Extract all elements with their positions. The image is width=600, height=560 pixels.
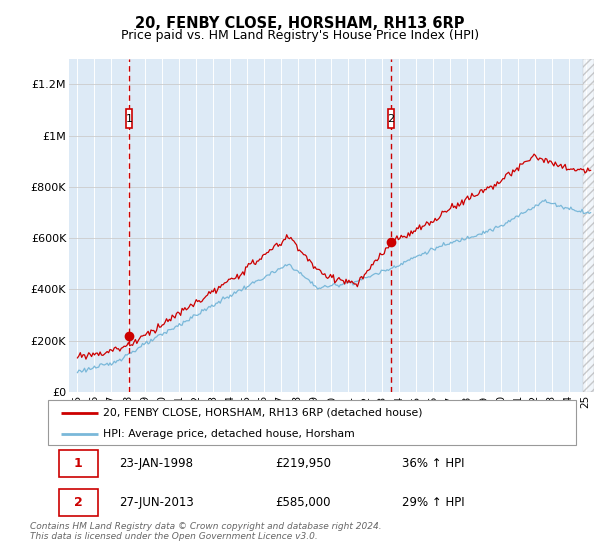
Text: 20, FENBY CLOSE, HORSHAM, RH13 6RP: 20, FENBY CLOSE, HORSHAM, RH13 6RP — [135, 16, 465, 31]
Text: 1: 1 — [74, 457, 83, 470]
Text: HPI: Average price, detached house, Horsham: HPI: Average price, detached house, Hors… — [103, 429, 355, 439]
Text: 27-JUN-2013: 27-JUN-2013 — [119, 496, 194, 509]
Text: £585,000: £585,000 — [275, 496, 331, 509]
Text: 29% ↑ HPI: 29% ↑ HPI — [402, 496, 464, 509]
Text: 1: 1 — [126, 114, 133, 124]
Text: 20, FENBY CLOSE, HORSHAM, RH13 6RP (detached house): 20, FENBY CLOSE, HORSHAM, RH13 6RP (deta… — [103, 408, 423, 418]
Text: Price paid vs. HM Land Registry's House Price Index (HPI): Price paid vs. HM Land Registry's House … — [121, 29, 479, 42]
FancyBboxPatch shape — [59, 489, 98, 516]
FancyBboxPatch shape — [388, 109, 394, 128]
Text: 2: 2 — [387, 114, 394, 124]
Text: Contains HM Land Registry data © Crown copyright and database right 2024.
This d: Contains HM Land Registry data © Crown c… — [30, 522, 382, 542]
FancyBboxPatch shape — [127, 109, 133, 128]
Text: 36% ↑ HPI: 36% ↑ HPI — [402, 457, 464, 470]
FancyBboxPatch shape — [48, 400, 576, 445]
FancyBboxPatch shape — [59, 450, 98, 477]
Text: £219,950: £219,950 — [275, 457, 331, 470]
Text: 2: 2 — [74, 496, 83, 509]
Text: 23-JAN-1998: 23-JAN-1998 — [119, 457, 193, 470]
